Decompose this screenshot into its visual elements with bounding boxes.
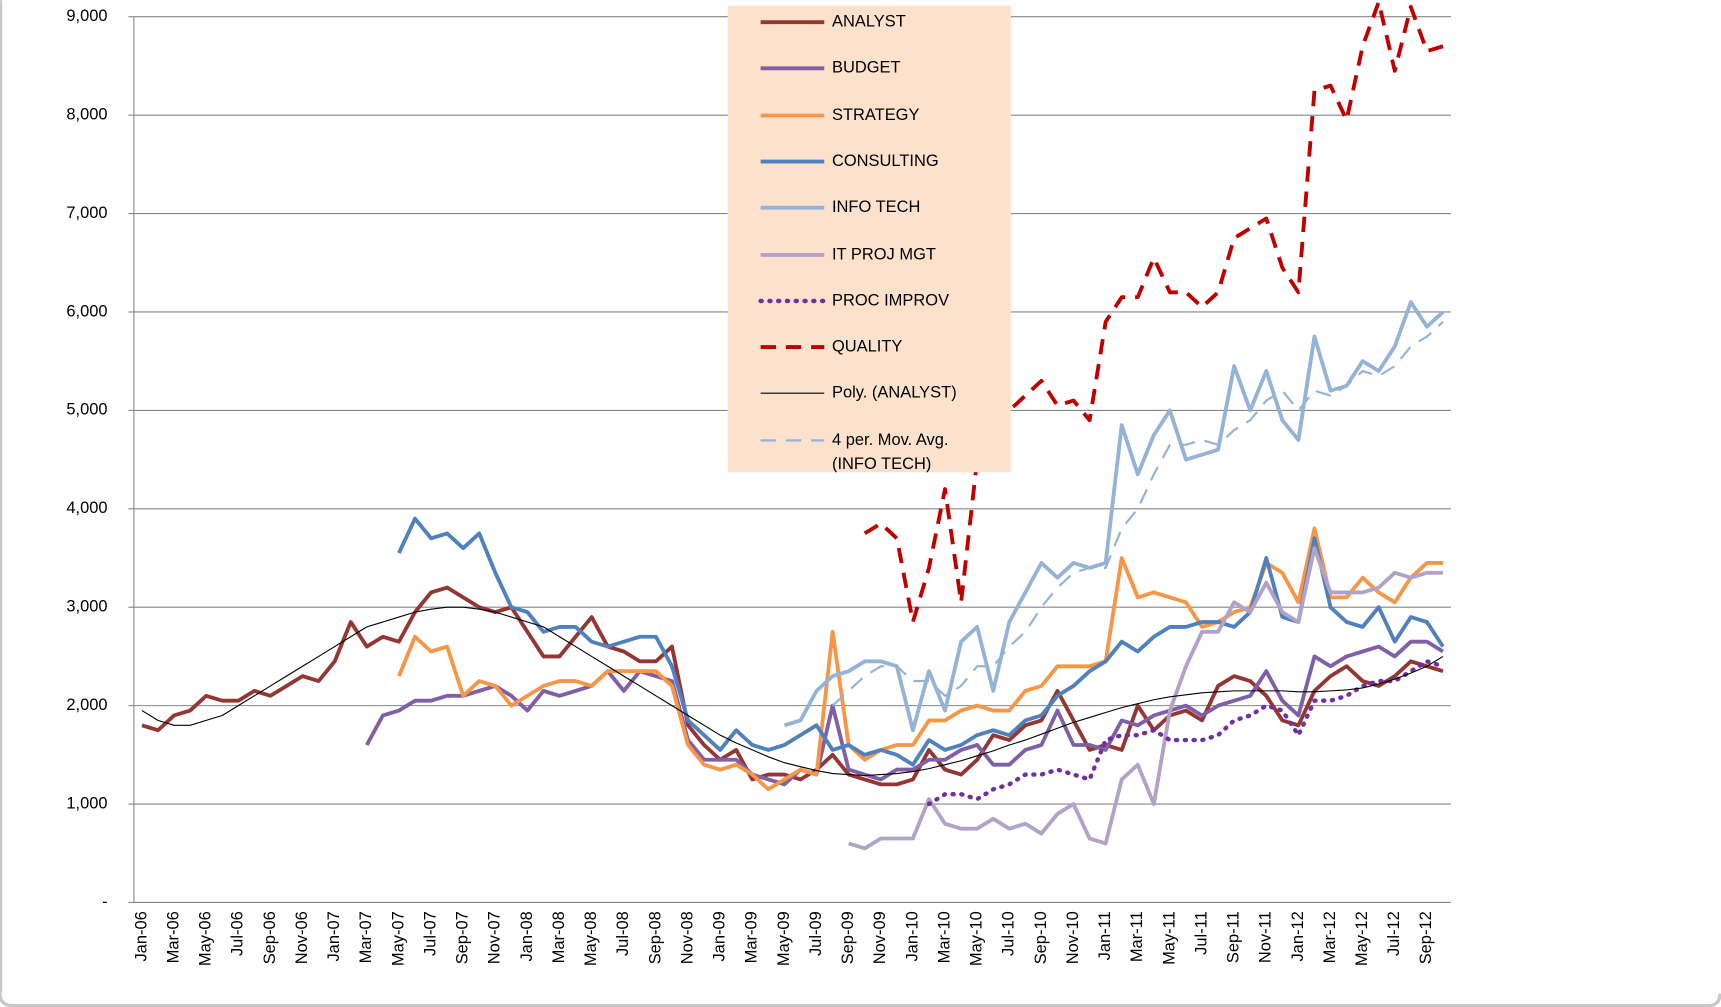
x-tick-label: Sep-12 bbox=[1417, 911, 1435, 964]
x-tick-label: Mar-09 bbox=[743, 911, 761, 963]
legend-swatch bbox=[760, 66, 825, 71]
legend-entry: STRATEGY bbox=[728, 103, 1011, 127]
x-tick-label: Jul-08 bbox=[614, 911, 632, 956]
legend-entry: CONSULTING bbox=[728, 149, 1011, 173]
x-tick-label: Mar-07 bbox=[357, 911, 375, 963]
x-tick-label: Sep-06 bbox=[261, 911, 279, 964]
legend-swatch bbox=[760, 438, 825, 442]
y-tick-label: 9,000 bbox=[66, 7, 107, 25]
y-tick-label: - bbox=[102, 893, 107, 911]
legend-entry: PROC IMPROV bbox=[728, 289, 1011, 313]
x-tick-label: Sep-10 bbox=[1032, 911, 1050, 964]
legend-label: STRATEGY bbox=[831, 105, 920, 124]
legend-label: 4 per. Mov. Avg. (INFO TECH) bbox=[831, 430, 949, 473]
x-tick-label: Jan-07 bbox=[325, 911, 343, 961]
x-tick-label: Jan-06 bbox=[132, 911, 150, 961]
x-tick-label: May-11 bbox=[1160, 911, 1178, 965]
x-tick-label: Mar-11 bbox=[1128, 911, 1146, 962]
series-line bbox=[848, 546, 1443, 851]
x-tick-label: Jan-11 bbox=[1096, 911, 1114, 960]
x-tick-label: Nov-11 bbox=[1257, 911, 1275, 963]
axis-labels: - 1,000 2,000 3,000 4,000 5,000 6,000 7,000 8,00… bbox=[66, 7, 1435, 966]
x-tick-label: Nov-09 bbox=[871, 911, 889, 964]
x-tick-label: Sep-11 bbox=[1225, 911, 1243, 963]
legend-label: Poly. (ANALYST) bbox=[831, 383, 957, 403]
legend-label: QUALITY bbox=[831, 337, 903, 356]
x-tick-label: Sep-09 bbox=[839, 911, 857, 964]
x-tick-label: Jul-09 bbox=[807, 911, 825, 956]
x-tick-label: Jan-09 bbox=[711, 911, 729, 961]
x-tick-label: Jul-11 bbox=[1192, 911, 1210, 955]
x-tick-label: Mar-12 bbox=[1321, 911, 1339, 963]
legend-swatch bbox=[760, 393, 825, 395]
x-tick-label: Nov-10 bbox=[1064, 911, 1082, 964]
x-tick-label: May-10 bbox=[968, 911, 986, 966]
x-tick-label: Nov-08 bbox=[678, 911, 696, 964]
x-tick-label: May-06 bbox=[197, 911, 215, 966]
series-line bbox=[926, 659, 1446, 807]
legend-entry: ANALYST bbox=[728, 10, 1011, 34]
legend-label: INFO TECH bbox=[831, 198, 921, 217]
x-tick-label: May-07 bbox=[389, 911, 407, 966]
x-tick-label: Jan-12 bbox=[1289, 911, 1307, 961]
x-tick-label: Jul-12 bbox=[1385, 911, 1403, 956]
legend-swatch bbox=[760, 252, 825, 257]
y-tick-label: 4,000 bbox=[66, 499, 107, 517]
y-tick-label: 1,000 bbox=[66, 794, 107, 812]
window-border bbox=[0, 993, 1721, 1007]
legend-swatch bbox=[758, 298, 827, 303]
legend-entry: QUALITY bbox=[728, 335, 1011, 359]
legend-entry: BUDGET bbox=[728, 57, 1011, 81]
x-tick-label: May-09 bbox=[775, 911, 793, 966]
x-tick-label: May-08 bbox=[582, 911, 600, 966]
x-tick-label: Nov-07 bbox=[486, 911, 504, 964]
legend-label: BUDGET bbox=[831, 58, 901, 78]
legend-swatch bbox=[760, 345, 825, 350]
series-line bbox=[397, 516, 1445, 767]
x-tick-label: Mar-08 bbox=[550, 911, 568, 963]
legend-swatch bbox=[760, 159, 825, 164]
legend: ANALYST BUDGET STRATEGY CONSULTING INFO TECH… bbox=[728, 6, 1011, 472]
legend-entry: IT PROJ MGT bbox=[728, 242, 1011, 266]
x-tick-label: Jan-08 bbox=[518, 911, 536, 961]
legend-label: PROC IMPROV bbox=[831, 290, 950, 310]
legend-entry: Poly. (ANALYST) bbox=[728, 382, 1011, 406]
y-tick-label: 3,000 bbox=[66, 598, 107, 616]
y-tick-label: 8,000 bbox=[66, 105, 107, 123]
series-line bbox=[141, 606, 1444, 777]
x-tick-label: Jul-10 bbox=[1000, 911, 1018, 956]
legend-label: IT PROJ MGT bbox=[831, 244, 936, 264]
x-tick-label: Jul-07 bbox=[421, 911, 439, 956]
legend-label: ANALYST bbox=[831, 12, 906, 31]
x-tick-label: May-12 bbox=[1353, 911, 1371, 966]
x-tick-label: Mar-10 bbox=[935, 911, 953, 963]
x-tick-label: Nov-06 bbox=[293, 911, 311, 964]
legend-box bbox=[727, 5, 1011, 473]
legend-swatch bbox=[760, 205, 825, 210]
series-line bbox=[831, 321, 1444, 707]
legend-swatch bbox=[760, 113, 825, 117]
x-tick-label: Sep-08 bbox=[646, 911, 664, 964]
legend-label: CONSULTING bbox=[831, 151, 939, 171]
x-tick-label: Jan-10 bbox=[903, 911, 921, 961]
y-tick-label: 2,000 bbox=[66, 696, 107, 714]
legend-swatch bbox=[760, 20, 825, 25]
series-line bbox=[365, 639, 1444, 787]
x-tick-label: Mar-06 bbox=[164, 911, 182, 963]
y-tick-label: 6,000 bbox=[66, 302, 107, 320]
x-tick-label: Jul-06 bbox=[229, 911, 247, 956]
legend-entry: INFO TECH bbox=[728, 196, 1011, 220]
y-tick-label: 5,000 bbox=[66, 401, 107, 419]
x-tick-label: Sep-07 bbox=[454, 911, 472, 964]
legend-entry: 4 per. Mov. Avg. (INFO TECH) bbox=[728, 428, 1011, 472]
plot-lines bbox=[141, 0, 1446, 851]
y-tick-label: 7,000 bbox=[66, 204, 107, 222]
legend-body: ANALYST BUDGET STRATEGY CONSULTING INFO TECH… bbox=[728, 6, 1011, 472]
